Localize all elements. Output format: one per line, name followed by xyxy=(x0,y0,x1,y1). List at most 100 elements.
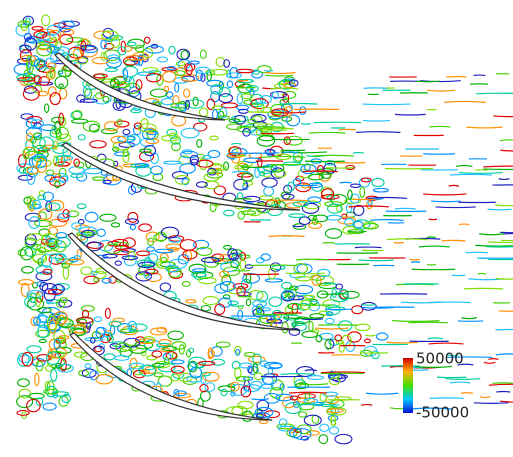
contour xyxy=(139,224,152,231)
wake-streak xyxy=(445,379,480,380)
contour xyxy=(35,373,39,386)
contour xyxy=(199,108,207,116)
wake-streak xyxy=(429,343,464,344)
wake-streak xyxy=(264,70,273,71)
contour xyxy=(297,367,314,377)
wake-streak xyxy=(321,372,365,373)
wake-streak xyxy=(499,179,510,180)
contour xyxy=(238,310,243,319)
wake-streak xyxy=(444,101,485,102)
contour xyxy=(144,37,149,43)
contour xyxy=(313,330,318,333)
contour xyxy=(49,320,56,333)
vorticity-figure: 50000 -50000 xyxy=(0,0,513,457)
contour xyxy=(200,50,206,58)
contour xyxy=(94,278,99,282)
colorbar xyxy=(403,358,413,413)
contour xyxy=(205,383,215,392)
wake-streak xyxy=(449,185,460,186)
wake-streak xyxy=(492,383,513,384)
contour xyxy=(193,97,198,106)
contour xyxy=(48,87,56,97)
contour xyxy=(201,306,210,311)
contour xyxy=(211,69,227,75)
contour xyxy=(140,149,151,152)
contour xyxy=(56,127,68,138)
contour xyxy=(265,279,282,282)
contour xyxy=(224,245,231,249)
wake-streak xyxy=(325,309,352,310)
wake-streak xyxy=(313,155,354,156)
wake-streak xyxy=(431,201,460,202)
contour xyxy=(160,283,170,291)
contour xyxy=(237,193,242,199)
contour xyxy=(169,46,175,54)
wake-streak xyxy=(365,335,375,336)
contour xyxy=(27,346,41,353)
contour xyxy=(137,251,150,256)
contour xyxy=(147,356,157,360)
contour xyxy=(93,177,105,180)
wake-streak xyxy=(240,127,285,128)
contour xyxy=(301,165,316,174)
contour xyxy=(157,57,167,62)
contour xyxy=(59,300,72,307)
contour xyxy=(335,335,341,341)
contour xyxy=(246,299,250,306)
contour xyxy=(196,182,207,188)
wake-streak xyxy=(427,90,455,91)
contour xyxy=(203,297,219,305)
contour xyxy=(154,373,163,377)
contour xyxy=(105,68,117,72)
contour xyxy=(300,107,306,115)
contour xyxy=(130,225,135,230)
contour xyxy=(308,376,324,380)
contour xyxy=(201,258,219,263)
contour xyxy=(320,424,329,431)
contour xyxy=(262,178,277,187)
wake-streak xyxy=(475,245,513,246)
contour xyxy=(374,188,389,191)
wake-streak xyxy=(419,246,450,247)
contour xyxy=(360,187,365,197)
contour xyxy=(289,214,305,218)
contour xyxy=(91,338,95,343)
contour xyxy=(319,435,328,444)
wake-streak xyxy=(392,321,439,322)
contour xyxy=(164,161,181,164)
wake-streak xyxy=(488,359,498,360)
contour xyxy=(46,170,54,175)
contour xyxy=(94,317,101,322)
wake-streak xyxy=(353,153,364,154)
contour xyxy=(163,72,176,83)
wake-streak xyxy=(461,393,473,394)
contour xyxy=(335,434,352,443)
contour xyxy=(175,71,186,76)
contour xyxy=(325,318,334,323)
colorbar-max: 50000 xyxy=(416,350,464,368)
wake-streak xyxy=(474,75,486,76)
wake-streak xyxy=(442,240,466,241)
contour xyxy=(39,339,46,342)
contour xyxy=(219,298,231,308)
wake-streak xyxy=(429,126,450,127)
contour xyxy=(115,261,121,265)
contour xyxy=(52,117,64,123)
wake-streak xyxy=(265,73,295,74)
contour xyxy=(43,403,56,410)
contour xyxy=(123,66,138,76)
contour xyxy=(85,169,103,174)
contour xyxy=(309,223,322,229)
contour xyxy=(207,99,215,109)
contour xyxy=(259,420,267,423)
wake-streak xyxy=(301,124,311,125)
contour xyxy=(18,175,32,180)
contour xyxy=(103,254,118,258)
wake-streak xyxy=(285,273,324,274)
wake-streak xyxy=(478,273,486,274)
contour xyxy=(191,159,198,163)
contour xyxy=(59,21,74,29)
contour xyxy=(221,103,237,108)
wake-streak xyxy=(493,116,513,117)
contour xyxy=(176,62,185,66)
